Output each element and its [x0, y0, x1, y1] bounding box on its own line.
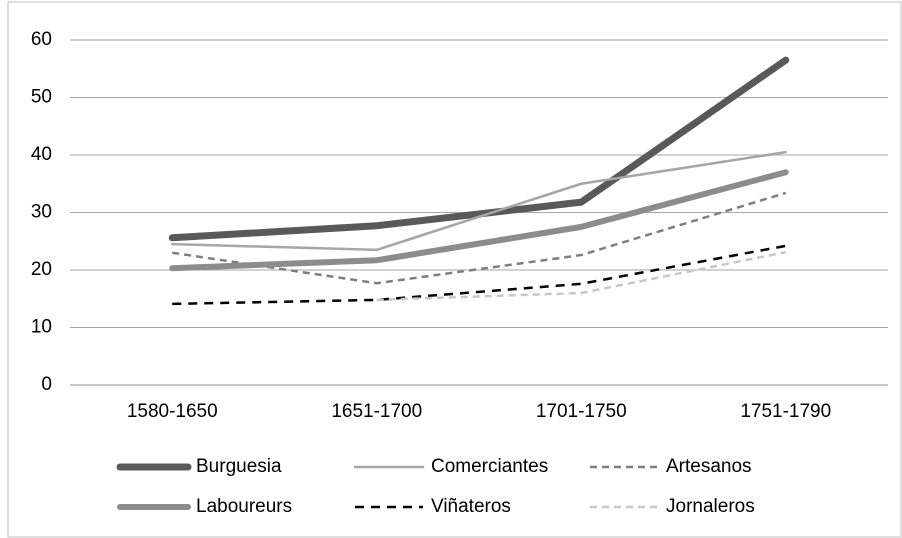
legend-label: Artesanos — [666, 456, 752, 477]
legend-label: Burguesia — [196, 456, 282, 477]
series-line — [171, 150, 787, 252]
series-line — [168, 56, 790, 242]
y-tick-label: 10 — [31, 317, 52, 338]
y-tick-label: 30 — [31, 202, 52, 223]
series-line — [376, 250, 786, 302]
y-tick-label: 40 — [31, 144, 52, 165]
x-tick-label: 1751-1790 — [740, 401, 831, 422]
x-tick-label: 1580-1650 — [127, 401, 218, 422]
y-tick-label: 60 — [31, 29, 52, 50]
y-tick-label: 0 — [41, 374, 52, 395]
y-tick-label: 50 — [31, 87, 52, 108]
y-tick-label: 20 — [31, 259, 52, 280]
legend-label: Laboureurs — [196, 496, 292, 517]
legend-label: Jornaleros — [666, 496, 755, 517]
x-tick-label: 1701-1750 — [536, 401, 627, 422]
series-line — [169, 169, 789, 272]
legend-label: Comerciantes — [431, 456, 548, 477]
series-line — [172, 191, 787, 285]
x-tick-label: 1651-1700 — [331, 401, 422, 422]
legend-label: Viñateros — [431, 496, 511, 517]
series-line — [172, 244, 786, 306]
